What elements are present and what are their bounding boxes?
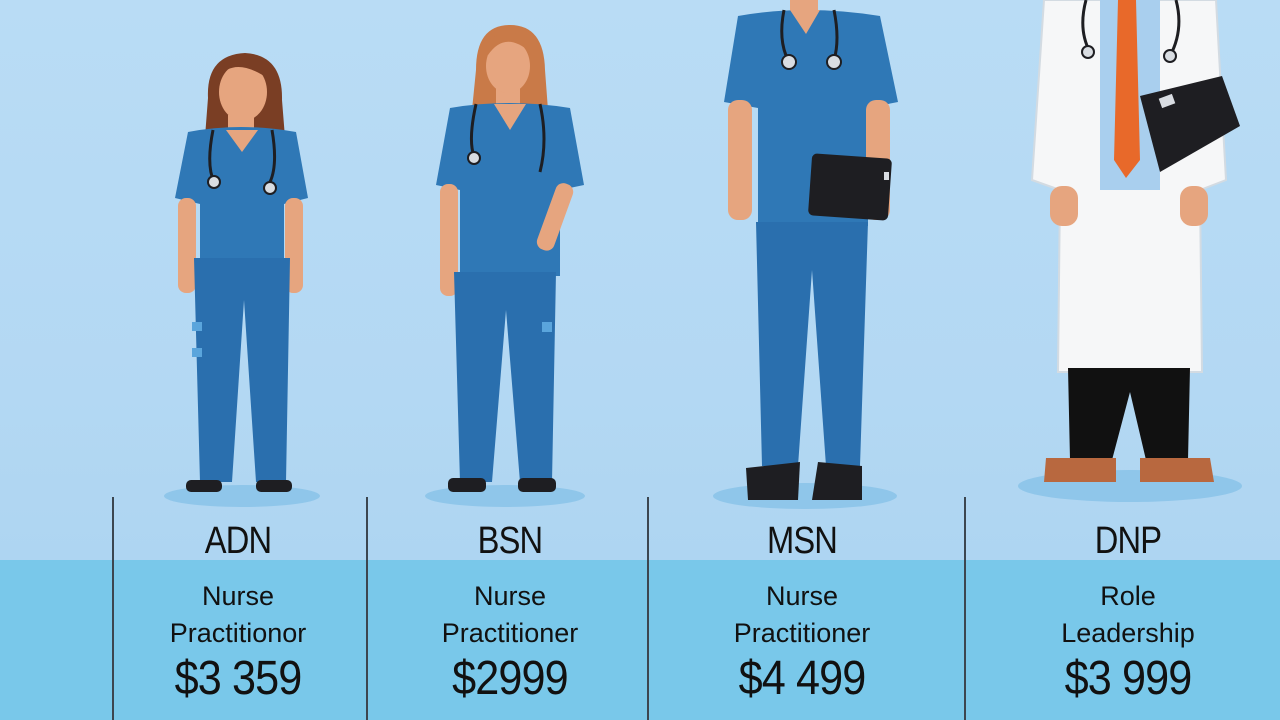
- role-label: Nurse Practitioner: [380, 578, 640, 652]
- role-line-2: Practitionor: [169, 618, 307, 648]
- price-label: $2999: [452, 652, 569, 705]
- column-divider: [647, 497, 649, 720]
- role-line-1: Nurse: [201, 581, 275, 611]
- degree-label: ADN: [204, 520, 272, 562]
- price-label: $3 999: [1064, 652, 1193, 705]
- msn-floor-shadow: [713, 483, 897, 509]
- column-divider: [112, 497, 114, 720]
- column-adn: ADN Nurse Practitionor $3 359: [108, 512, 368, 706]
- column-divider: [366, 497, 368, 720]
- bsn-nurse-figure: [436, 25, 584, 492]
- dnp-doctor-figure: [1030, 0, 1240, 482]
- degree-label: BSN: [477, 520, 543, 562]
- price-label: $3 359: [174, 652, 303, 705]
- role-line-1: Nurse: [473, 581, 547, 611]
- role-line-2: Practitioner: [733, 618, 871, 648]
- role-label: Role Leadership: [998, 578, 1258, 652]
- role-label: Nurse Practitionor: [108, 578, 368, 652]
- column-bsn: BSN Nurse Practitioner $2999: [380, 512, 640, 706]
- price-label: $4 499: [738, 652, 867, 705]
- role-label: Nurse Practitioner: [672, 578, 932, 652]
- column-dnp: DNP Role Leadership $3 999: [998, 512, 1258, 706]
- role-line-2: Practitioner: [441, 618, 579, 648]
- column-msn: MSN Nurse Practitioner $4 499: [672, 512, 932, 706]
- role-line-2: Leadership: [1061, 618, 1195, 648]
- role-line-1: Role: [1100, 581, 1156, 611]
- msn-nurse-figure: [724, 0, 898, 500]
- degree-label: DNP: [1094, 520, 1162, 562]
- role-line-1: Nurse: [765, 581, 839, 611]
- degree-label: MSN: [766, 520, 838, 562]
- adn-nurse-figure: [175, 53, 308, 492]
- column-divider: [964, 497, 966, 720]
- info-band: [0, 560, 1280, 720]
